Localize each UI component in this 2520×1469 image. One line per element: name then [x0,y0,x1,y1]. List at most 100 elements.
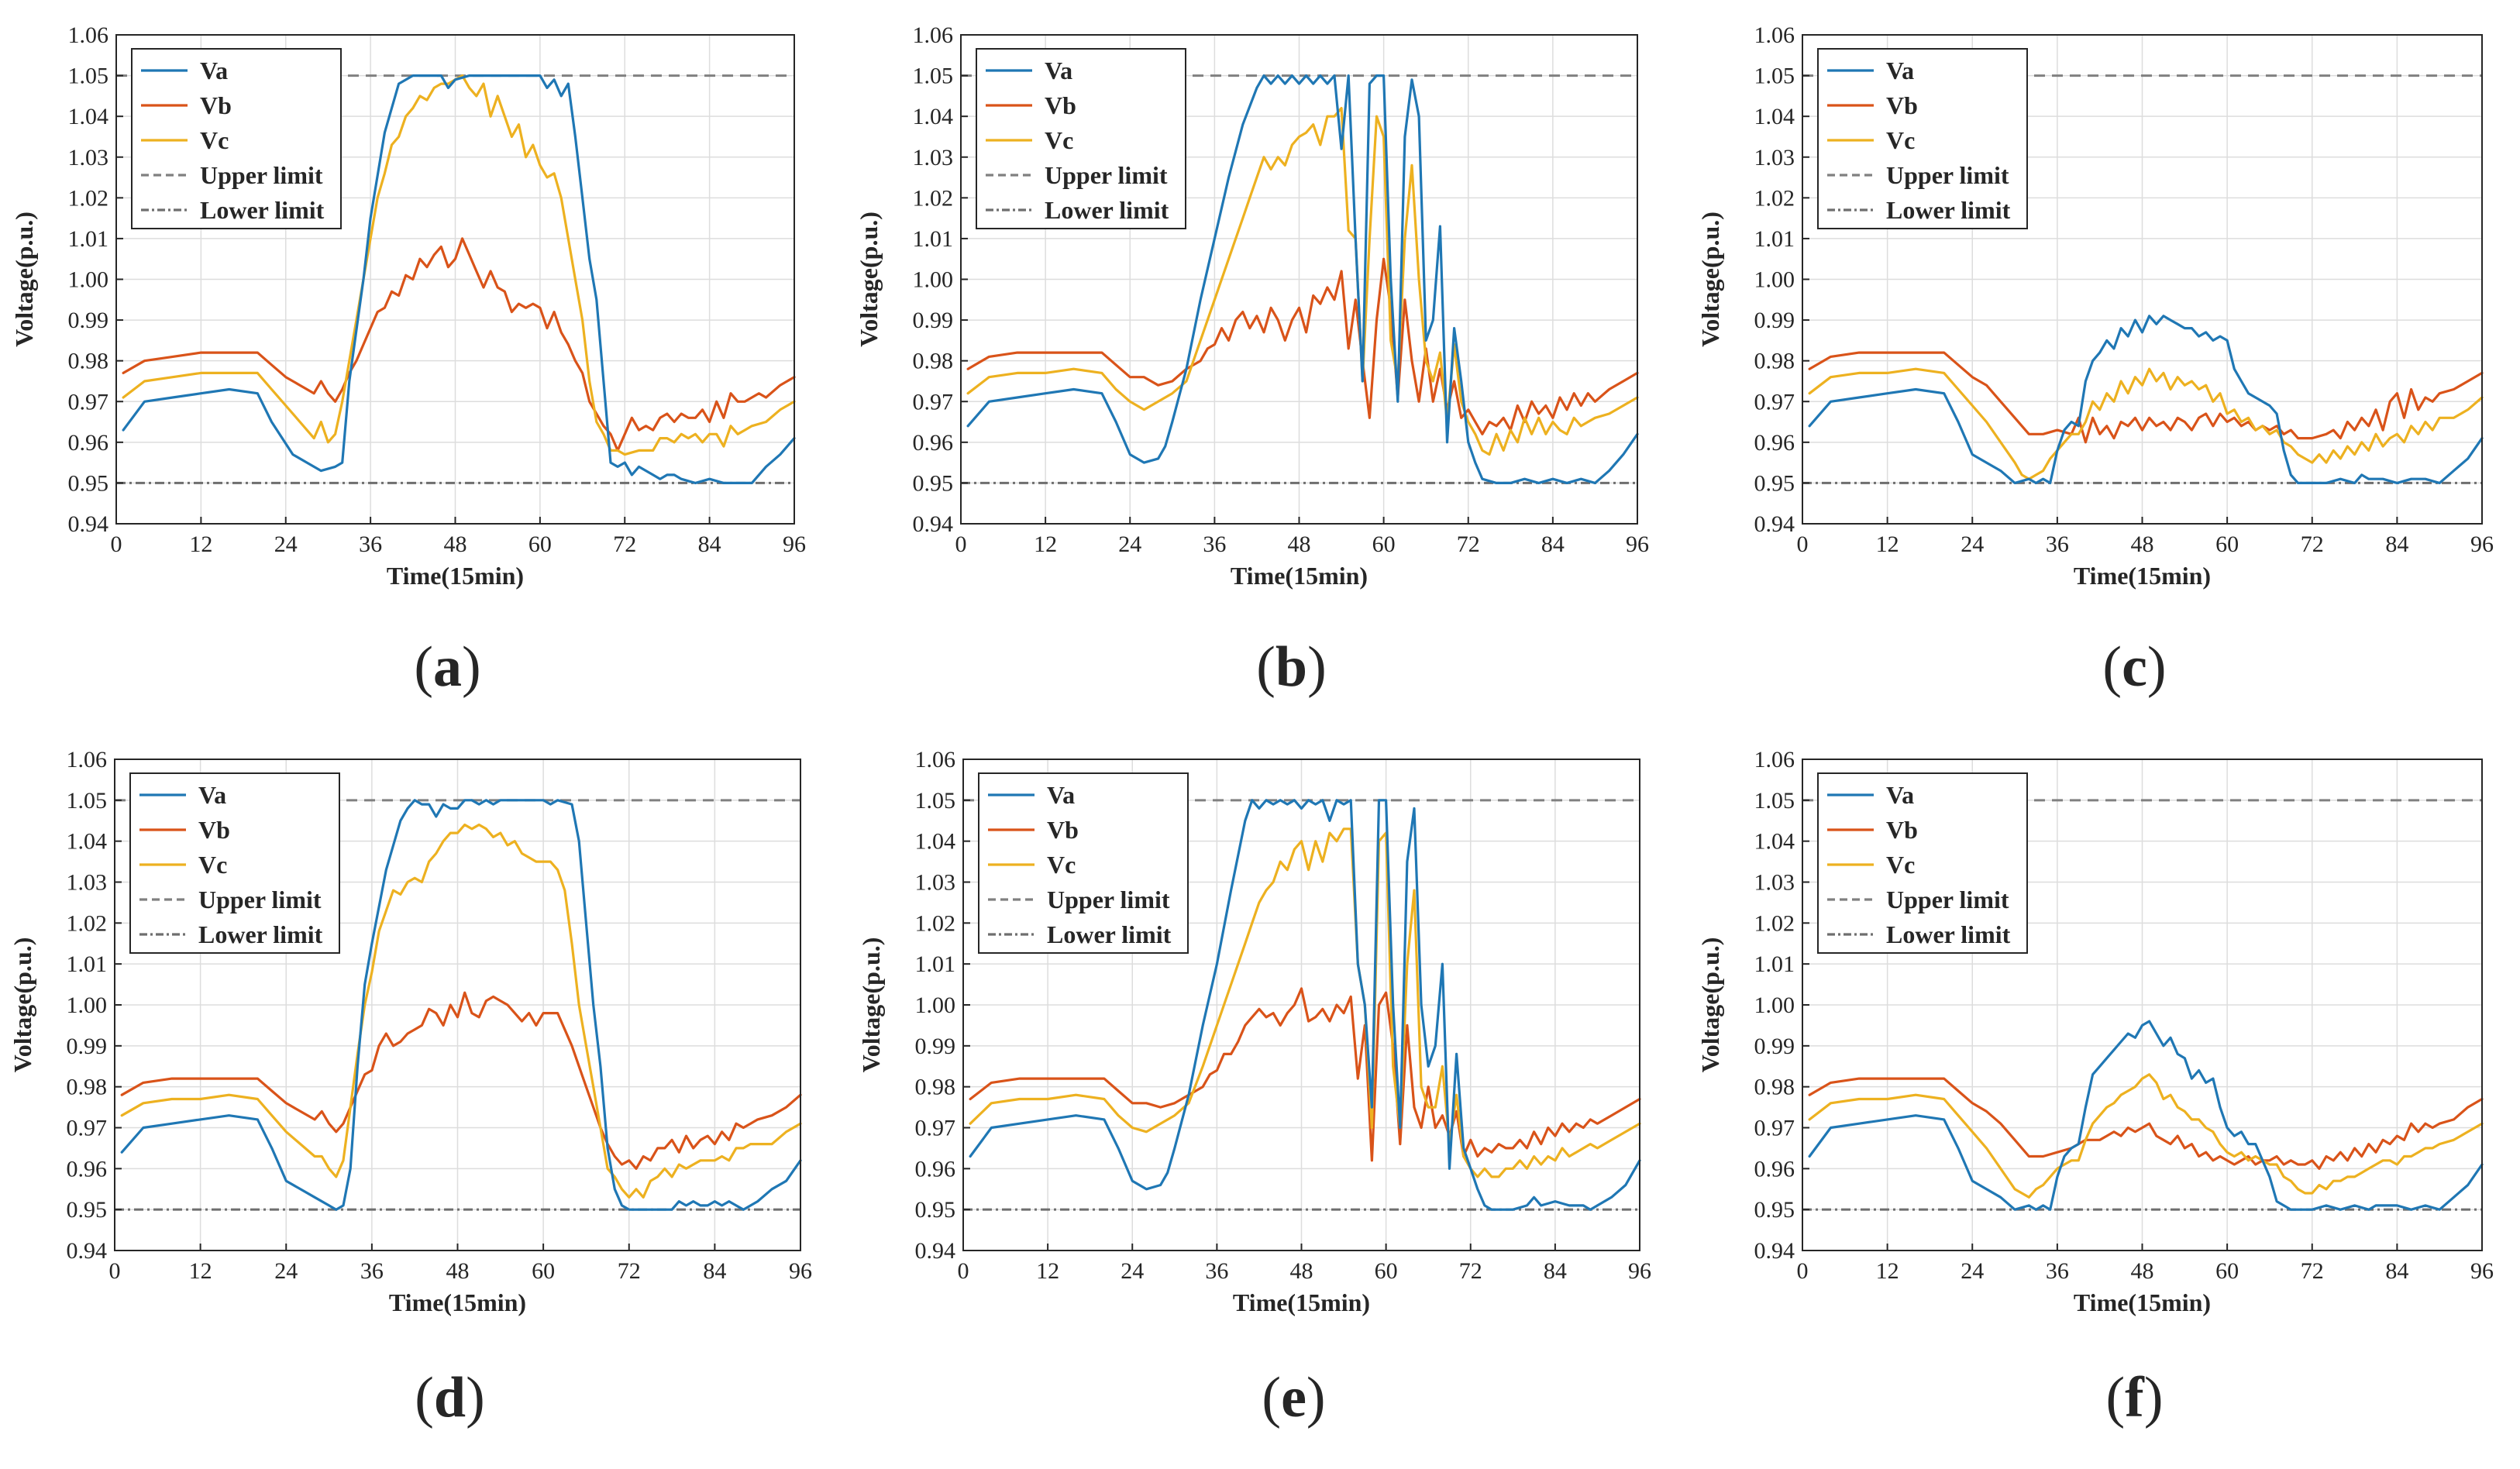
x-tick-label: 12 [189,532,212,557]
y-tick-label: 0.96 [1754,430,1795,456]
series-line-vc [120,823,802,1199]
x-tick-label: 96 [789,1258,812,1284]
legend: Va Vb Vc Upper limit Lower limit [129,772,340,954]
y-tick-label: 0.97 [1754,389,1795,415]
legend-label: Lower limit [200,196,325,224]
x-tick-label: 60 [1375,1258,1398,1284]
y-tick-label: 0.94 [1754,1238,1795,1264]
y-tick-label: 0.95 [913,470,954,496]
chart-panel-b: 0.94 0.95 0.96 0.97 0.98 0.99 1.00 1.01 1.02 1.03… [855,22,1649,699]
x-axis-label: Time(15min) [2074,1288,2211,1316]
legend-label: Upper limit [1886,886,2009,913]
y-tick-label: 0.94 [1754,511,1795,537]
legend-label: Upper limit [1886,161,2009,189]
x-tick-label: 60 [2215,1258,2239,1284]
y-tick-label: 1.05 [1754,788,1795,814]
y-tick-label: 1.03 [915,870,956,896]
y-tick-label: 0.98 [1754,1075,1795,1100]
y-axis-label: Voltage(p.u.) [1696,937,1724,1073]
y-tick-label: 0.97 [68,389,109,415]
x-axis-label: Time(15min) [2074,562,2211,590]
caption-open: ( [1256,635,1275,699]
y-axis-label: Voltage(p.u.) [10,212,38,347]
legend-label: Va [198,781,226,809]
y-tick-label: 0.96 [67,1156,108,1182]
panel-caption: (a) [414,635,480,699]
y-tick-label: 0.98 [913,349,954,374]
legend: Va Vb Vc Upper limit Lower limit [131,48,342,229]
x-tick-label: 72 [2301,532,2324,557]
y-tick-label: 1.06 [68,22,109,48]
legend-label: Vb [200,91,232,119]
series-line-vc [1808,1073,2484,1199]
y-tick-label: 0.95 [915,1197,956,1223]
y-tick-label: 1.05 [68,64,109,89]
x-tick-label: 60 [1372,532,1396,557]
series-line-va [969,799,1641,1211]
y-tick-label: 1.00 [68,267,109,293]
legend-label: Vb [198,816,230,844]
x-tick-label: 96 [2470,532,2494,557]
x-tick-label: 96 [2470,1258,2494,1284]
y-tick-label: 1.02 [913,185,954,211]
x-tick-label: 12 [1034,532,1057,557]
caption-letter: b [1275,635,1307,699]
legend-label: Vc [1045,126,1073,154]
caption-open: ( [2102,635,2122,699]
series-line-va [966,74,1639,484]
y-tick-label: 1.00 [1754,267,1795,293]
y-tick-label: 0.96 [1754,1156,1795,1182]
legend-label: Upper limit [200,161,323,189]
chart-panel-d: 0.94 0.95 0.96 0.97 0.98 0.99 1.00 1.01 1.02 1.03… [9,747,812,1429]
y-tick-label: 0.94 [68,511,109,537]
legend-label: Vc [1047,851,1076,879]
legend-label: Vc [200,126,229,154]
x-tick-label: 12 [189,1258,212,1284]
y-tick-label: 0.99 [68,308,109,333]
x-tick-label: 72 [613,532,636,557]
y-tick-label: 1.04 [913,104,954,129]
y-tick-label: 1.04 [67,829,108,855]
legend-label: Va [1047,781,1075,809]
y-tick-label: 0.94 [67,1238,108,1264]
x-tick-label: 96 [1628,1258,1651,1284]
x-axis-label: Time(15min) [389,1288,526,1316]
y-tick-label: 1.03 [1754,870,1795,896]
series-line-va [1808,315,2484,484]
caption-letter: e [1281,1366,1306,1429]
y-tick-label: 0.99 [1754,1034,1795,1059]
legend-label: Lower limit [1045,196,1169,224]
x-tick-label: 0 [1797,1258,1809,1284]
legend-label: Upper limit [198,886,322,913]
y-tick-label: 0.96 [915,1156,956,1182]
y-tick-label: 1.03 [67,870,108,896]
x-tick-label: 36 [360,1258,384,1284]
y-tick-label: 0.97 [1754,1116,1795,1141]
y-tick-label: 0.95 [1754,1197,1795,1223]
legend: Va Vb Vc Upper limit Lower limit [978,772,1189,954]
caption-close: ) [1306,1366,1326,1429]
legend-box [976,48,1186,229]
legend-label: Lower limit [1047,920,1172,948]
legend-label: Vb [1886,816,1918,844]
legend-label: Upper limit [1045,161,1168,189]
x-axis-label: Time(15min) [1233,1288,1370,1316]
caption-letter: c [2122,635,2147,699]
series-line-vc [966,107,1639,456]
y-tick-label: 1.05 [913,64,954,89]
x-tick-label: 48 [446,1258,470,1284]
y-tick-label: 0.97 [913,389,954,415]
y-tick-label: 0.94 [915,1238,956,1264]
x-tick-label: 84 [2385,532,2408,557]
legend-label: Vc [1886,126,1915,154]
y-tick-label: 0.99 [913,308,954,333]
panel-caption: (c) [2102,635,2166,699]
y-tick-label: 1.00 [915,993,956,1018]
x-tick-label: 60 [528,532,552,557]
x-tick-label: 0 [109,1258,121,1284]
series-line-vb [120,991,802,1170]
legend-box [131,48,342,229]
x-tick-label: 60 [2215,532,2239,557]
series-line-va [1808,1020,2484,1211]
